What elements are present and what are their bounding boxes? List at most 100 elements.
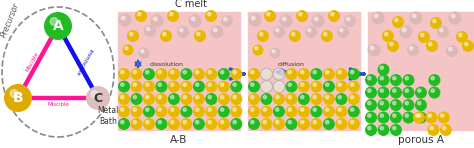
Circle shape bbox=[189, 15, 201, 28]
Circle shape bbox=[163, 32, 166, 36]
Circle shape bbox=[377, 64, 390, 76]
Circle shape bbox=[350, 120, 354, 124]
Circle shape bbox=[170, 12, 173, 16]
Circle shape bbox=[155, 81, 167, 92]
Circle shape bbox=[402, 112, 414, 124]
Circle shape bbox=[251, 70, 254, 74]
Circle shape bbox=[288, 83, 292, 86]
Circle shape bbox=[275, 95, 279, 99]
Circle shape bbox=[220, 83, 224, 86]
Circle shape bbox=[368, 77, 371, 80]
Circle shape bbox=[191, 17, 195, 21]
Circle shape bbox=[377, 87, 390, 99]
Circle shape bbox=[213, 28, 217, 32]
Circle shape bbox=[390, 74, 402, 86]
Circle shape bbox=[465, 42, 468, 46]
Circle shape bbox=[248, 93, 260, 105]
Circle shape bbox=[368, 89, 371, 92]
Circle shape bbox=[251, 108, 254, 111]
Circle shape bbox=[224, 17, 227, 21]
Circle shape bbox=[270, 48, 281, 58]
Circle shape bbox=[181, 81, 192, 92]
Circle shape bbox=[428, 124, 439, 136]
Circle shape bbox=[121, 120, 124, 124]
Circle shape bbox=[395, 18, 398, 22]
Circle shape bbox=[273, 81, 285, 92]
Circle shape bbox=[193, 68, 205, 80]
Circle shape bbox=[248, 106, 260, 118]
Circle shape bbox=[301, 120, 304, 124]
Circle shape bbox=[459, 33, 462, 37]
Circle shape bbox=[380, 89, 383, 92]
Circle shape bbox=[130, 32, 133, 36]
Circle shape bbox=[336, 68, 347, 80]
Text: dissolution: dissolution bbox=[150, 62, 184, 66]
Text: B: B bbox=[13, 91, 23, 105]
Circle shape bbox=[428, 114, 431, 117]
Circle shape bbox=[155, 93, 167, 105]
Circle shape bbox=[313, 95, 317, 99]
Circle shape bbox=[118, 68, 130, 80]
Text: A-B: A-B bbox=[170, 135, 188, 145]
Circle shape bbox=[301, 95, 304, 99]
Circle shape bbox=[276, 28, 279, 32]
Circle shape bbox=[251, 16, 255, 20]
Circle shape bbox=[326, 95, 329, 99]
Circle shape bbox=[171, 95, 174, 99]
Circle shape bbox=[338, 83, 341, 86]
Circle shape bbox=[326, 108, 329, 111]
Circle shape bbox=[155, 118, 167, 130]
Circle shape bbox=[210, 25, 224, 38]
Circle shape bbox=[328, 10, 340, 22]
Circle shape bbox=[233, 83, 237, 86]
Circle shape bbox=[275, 108, 279, 111]
Circle shape bbox=[273, 118, 285, 130]
Bar bbox=[248, 12, 360, 130]
Ellipse shape bbox=[2, 7, 114, 137]
Circle shape bbox=[390, 99, 402, 111]
Circle shape bbox=[285, 118, 298, 130]
Circle shape bbox=[402, 28, 406, 32]
Circle shape bbox=[208, 12, 211, 16]
Text: A: A bbox=[53, 19, 64, 33]
Circle shape bbox=[91, 91, 98, 98]
Circle shape bbox=[390, 87, 402, 99]
Circle shape bbox=[121, 70, 124, 74]
Circle shape bbox=[168, 93, 180, 105]
Circle shape bbox=[440, 114, 444, 117]
Circle shape bbox=[155, 68, 167, 80]
Circle shape bbox=[248, 81, 260, 92]
Circle shape bbox=[181, 106, 192, 118]
Circle shape bbox=[44, 12, 72, 40]
Circle shape bbox=[402, 87, 414, 99]
Circle shape bbox=[146, 108, 149, 111]
Circle shape bbox=[283, 17, 286, 21]
Circle shape bbox=[305, 26, 317, 38]
Text: Precursor: Precursor bbox=[0, 1, 21, 39]
Circle shape bbox=[313, 83, 317, 86]
Circle shape bbox=[350, 108, 354, 111]
Circle shape bbox=[446, 45, 458, 57]
Circle shape bbox=[233, 70, 237, 74]
Circle shape bbox=[230, 106, 242, 118]
Bar bbox=[118, 12, 240, 130]
Circle shape bbox=[121, 83, 124, 86]
Circle shape bbox=[146, 95, 149, 99]
Circle shape bbox=[118, 93, 130, 105]
Circle shape bbox=[146, 83, 149, 86]
Circle shape bbox=[380, 77, 383, 80]
Circle shape bbox=[415, 87, 427, 99]
Circle shape bbox=[183, 70, 186, 74]
Circle shape bbox=[323, 81, 335, 92]
Text: diffusion: diffusion bbox=[278, 62, 305, 67]
Circle shape bbox=[86, 86, 110, 110]
Circle shape bbox=[338, 108, 341, 111]
Circle shape bbox=[440, 28, 443, 32]
Circle shape bbox=[336, 118, 347, 130]
Circle shape bbox=[195, 120, 199, 124]
Circle shape bbox=[122, 45, 134, 56]
Circle shape bbox=[251, 83, 254, 86]
Circle shape bbox=[416, 114, 419, 117]
Circle shape bbox=[338, 70, 341, 74]
Circle shape bbox=[218, 68, 230, 80]
